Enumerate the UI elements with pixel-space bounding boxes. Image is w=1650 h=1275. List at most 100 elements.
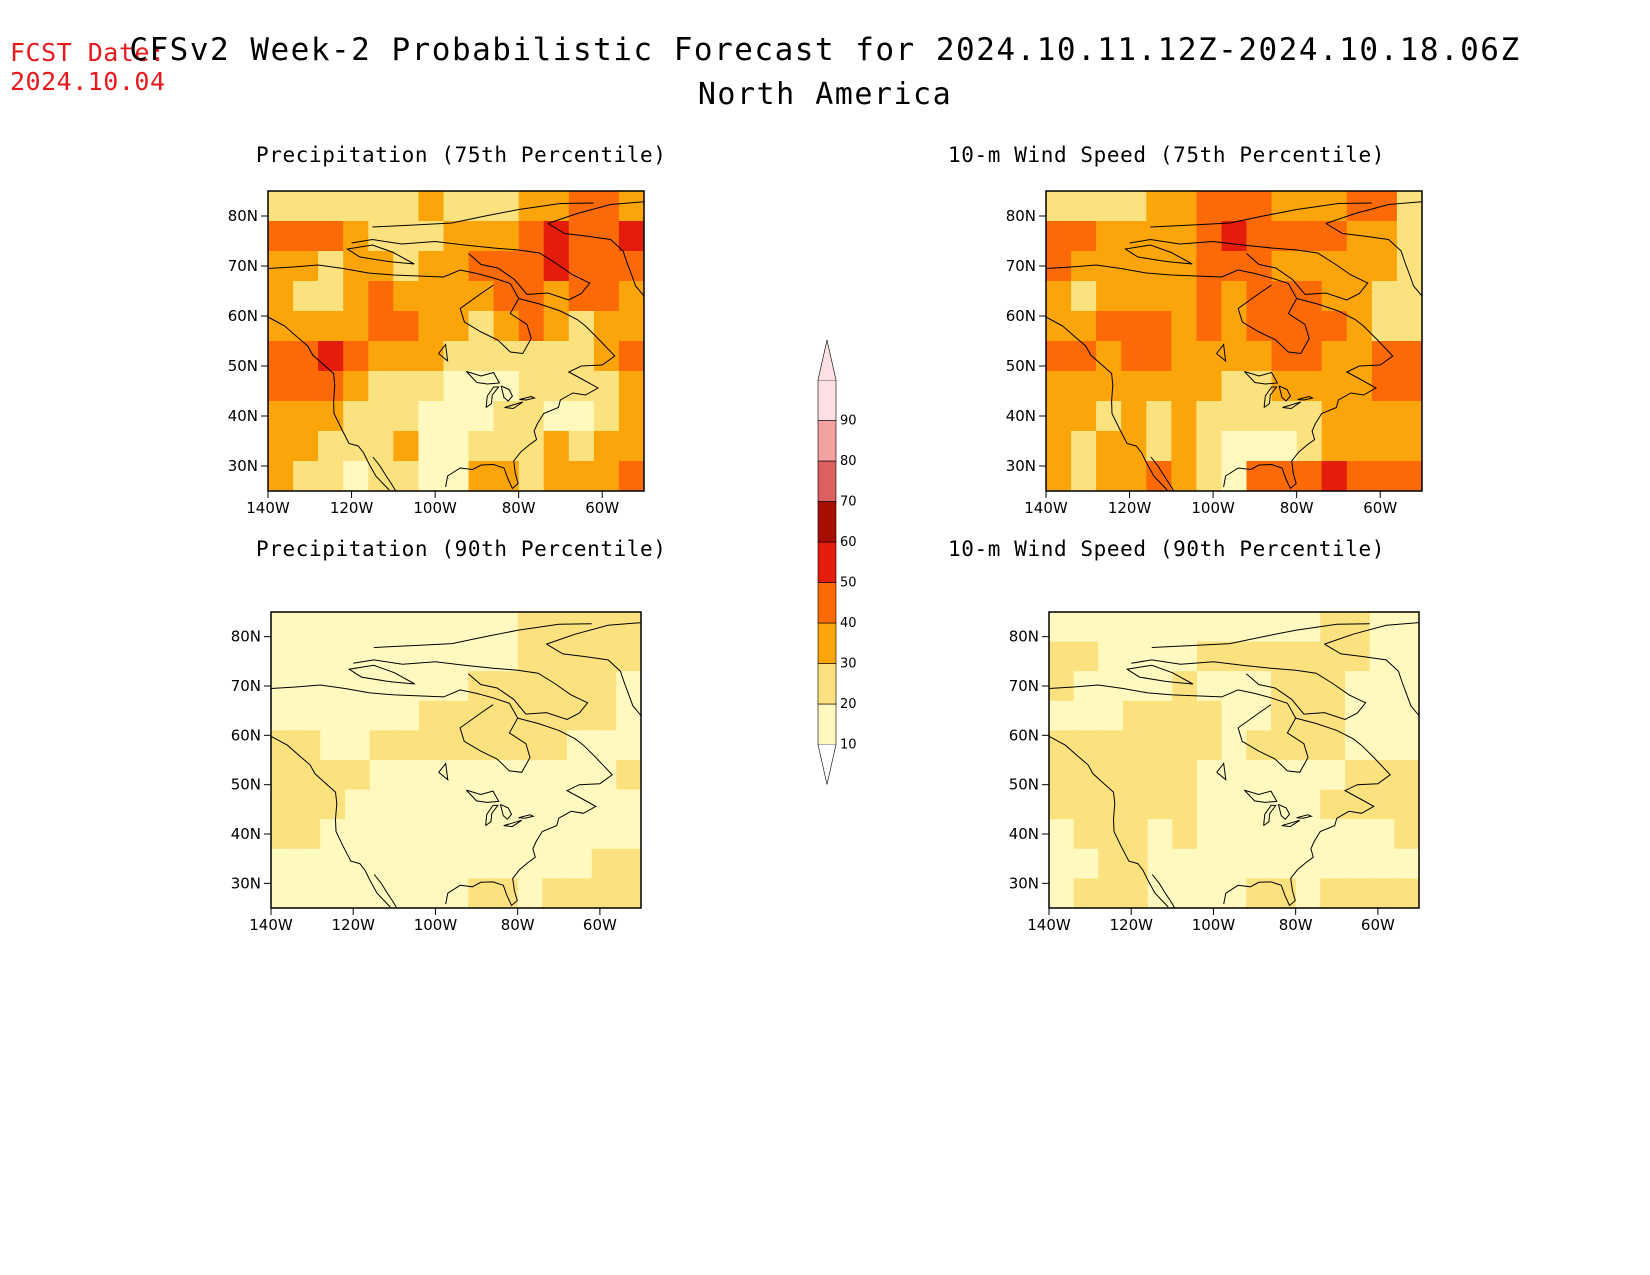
probability-cell xyxy=(1196,341,1223,372)
probability-cell xyxy=(1146,341,1172,372)
probability-cell xyxy=(1071,221,1097,252)
lon-label: 120W xyxy=(1108,499,1152,517)
probability-cell xyxy=(616,700,641,731)
probability-cell xyxy=(1345,878,1371,908)
probability-cell xyxy=(394,878,420,908)
probability-cell xyxy=(295,878,321,908)
probability-cell xyxy=(1071,281,1097,312)
probability-cell xyxy=(618,311,644,342)
probability-cell xyxy=(1345,760,1371,791)
probability-cell xyxy=(1146,401,1172,432)
lon-label: 140W xyxy=(1027,916,1071,934)
coastline xyxy=(1263,804,1277,827)
coastlines xyxy=(271,622,641,908)
probability-cell xyxy=(468,878,494,908)
probability-cell xyxy=(542,612,568,643)
probability-cell xyxy=(1096,371,1122,402)
probability-cell xyxy=(369,641,395,672)
probability-cell xyxy=(1121,371,1147,402)
probability-cell xyxy=(542,760,568,791)
coastline xyxy=(499,803,513,820)
probability-cell xyxy=(369,671,395,702)
probability-cell xyxy=(1296,251,1323,282)
lat-label: 50N xyxy=(1006,357,1036,375)
probability-cell xyxy=(1246,401,1273,432)
probability-cell xyxy=(1123,700,1149,731)
lon-label: 100W xyxy=(1192,916,1236,934)
forecast-date-label: FCST Date: xyxy=(10,38,166,67)
probability-cell xyxy=(394,671,420,702)
probability-cell xyxy=(1123,760,1149,791)
probability-cell xyxy=(1394,700,1419,731)
panel-title-wind90: 10-m Wind Speed (90th Percentile) xyxy=(948,537,1386,561)
probability-cell xyxy=(1369,612,1395,643)
panel-title-precip75: Precipitation (75th Percentile) xyxy=(256,143,667,167)
probability-cell xyxy=(295,612,321,643)
probability-cell xyxy=(1049,878,1075,908)
probability-cell xyxy=(593,311,620,342)
probability-cell xyxy=(1121,251,1147,282)
coastline xyxy=(438,762,449,781)
probability-cell xyxy=(616,641,641,672)
probability-cell xyxy=(418,401,445,432)
lon-label: 100W xyxy=(413,499,457,517)
probability-cell xyxy=(320,700,346,731)
probability-cell xyxy=(1396,311,1422,342)
probability-cell xyxy=(318,311,344,342)
probability-cell xyxy=(518,221,545,252)
lat-label: 70N xyxy=(228,257,258,275)
probability-cell xyxy=(268,401,294,432)
coastline xyxy=(1150,202,1372,228)
probability-cell xyxy=(1320,878,1346,908)
probability-cell xyxy=(591,612,617,643)
coastline xyxy=(1150,456,1175,491)
probability-cell xyxy=(318,401,344,432)
colorbar-bottom-cap xyxy=(817,744,837,785)
probability-cell xyxy=(1221,371,1248,402)
probability-cell xyxy=(568,431,595,462)
probability-cell xyxy=(1221,401,1248,432)
coastline xyxy=(268,316,390,491)
probability-cell xyxy=(468,401,495,432)
probability-cell xyxy=(1296,281,1323,312)
probability-cell xyxy=(1321,401,1348,432)
probability-cell xyxy=(419,612,445,643)
coastline xyxy=(503,819,523,828)
map-panel-wind75: 80N 70N 60N 50N 40N 30N 140W 120W 100W 80W 60W xyxy=(1006,190,1423,517)
probability-cell xyxy=(1369,878,1395,908)
probability-cell xyxy=(1271,760,1297,791)
probability-cell xyxy=(1172,760,1198,791)
probability-cell xyxy=(1196,221,1223,252)
probability-cell xyxy=(443,848,469,879)
probability-cell xyxy=(394,730,420,761)
lat-label: 30N xyxy=(231,874,261,892)
probability-cell xyxy=(1271,401,1298,432)
probability-cell xyxy=(343,191,369,222)
coastline xyxy=(1151,623,1370,648)
probability-cell xyxy=(618,251,644,282)
panel-title-wind75: 10-m Wind Speed (75th Percentile) xyxy=(948,143,1386,167)
probability-cell xyxy=(1346,191,1373,222)
probability-cell xyxy=(1121,431,1147,462)
probability-cell xyxy=(271,760,297,791)
probability-cell xyxy=(1049,819,1075,850)
coastlines xyxy=(268,201,644,491)
coastline xyxy=(1124,244,1193,265)
coastline xyxy=(445,717,613,907)
coastline xyxy=(1263,386,1278,408)
probability-cell xyxy=(1295,730,1321,761)
probability-cell xyxy=(1197,878,1223,908)
probability-cell xyxy=(443,612,469,643)
coastline xyxy=(1243,789,1278,803)
probability-cell xyxy=(593,281,620,312)
probability-cell xyxy=(1096,311,1122,342)
probability-cell xyxy=(568,281,595,312)
colorbar-tick-label: 20 xyxy=(840,697,857,712)
coastline xyxy=(518,814,535,819)
probability-cell xyxy=(1295,819,1321,850)
probability-cell xyxy=(543,431,570,462)
probability-cell xyxy=(368,401,394,432)
probability-cell xyxy=(320,848,346,879)
colorbar-cell xyxy=(817,420,837,462)
probability-cell xyxy=(1321,431,1348,462)
